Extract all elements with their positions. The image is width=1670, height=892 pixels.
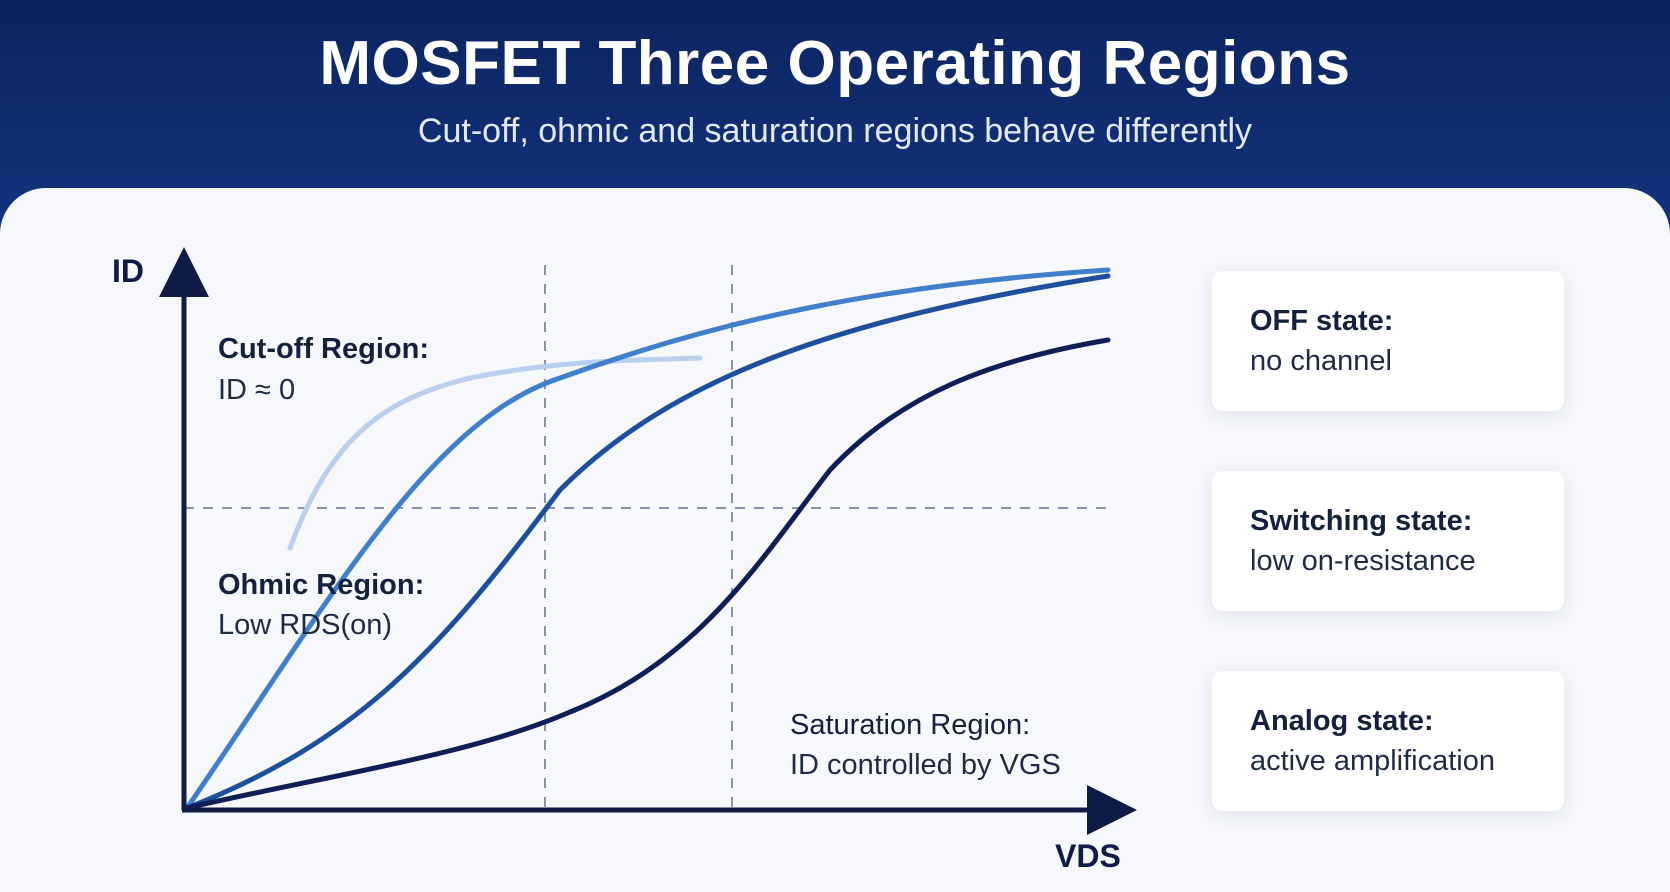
saturation-region-desc: ID controlled by VGS xyxy=(790,749,1061,781)
off-state-card: OFF state: no channel xyxy=(1212,271,1564,411)
cutoff-region-title: Cut-off Region: xyxy=(218,333,429,365)
page-title: MOSFET Three Operating Regions xyxy=(319,29,1351,98)
y-axis-label: ID xyxy=(112,253,144,289)
ohmic-region-desc: Low RDS(on) xyxy=(218,609,392,641)
analog-state-card: Analog state: active amplification xyxy=(1212,671,1564,811)
switching-state-card: Switching state: low on-resistance xyxy=(1212,471,1564,611)
switching-state-desc: low on-resistance xyxy=(1250,545,1476,577)
switching-state-title: Switching state: xyxy=(1250,505,1473,537)
analog-state-desc: active amplification xyxy=(1250,745,1495,777)
curve-dark xyxy=(184,337,1111,811)
x-axis-label: VDS xyxy=(1055,838,1121,874)
curve-light xyxy=(184,267,1111,811)
page-subtitle: Cut-off, ohmic and saturation regions be… xyxy=(417,112,1253,150)
curve-mid xyxy=(184,273,1111,811)
curve-lightest xyxy=(287,355,703,551)
off-state-title: OFF state: xyxy=(1250,305,1394,337)
off-state-desc: no channel xyxy=(1250,345,1392,377)
analog-state-title: Analog state: xyxy=(1250,705,1434,737)
cutoff-region-desc: ID ≈ 0 xyxy=(218,374,295,406)
ohmic-region-title: Ohmic Region: xyxy=(218,569,424,601)
saturation-region-title: Saturation Region: xyxy=(790,709,1030,741)
